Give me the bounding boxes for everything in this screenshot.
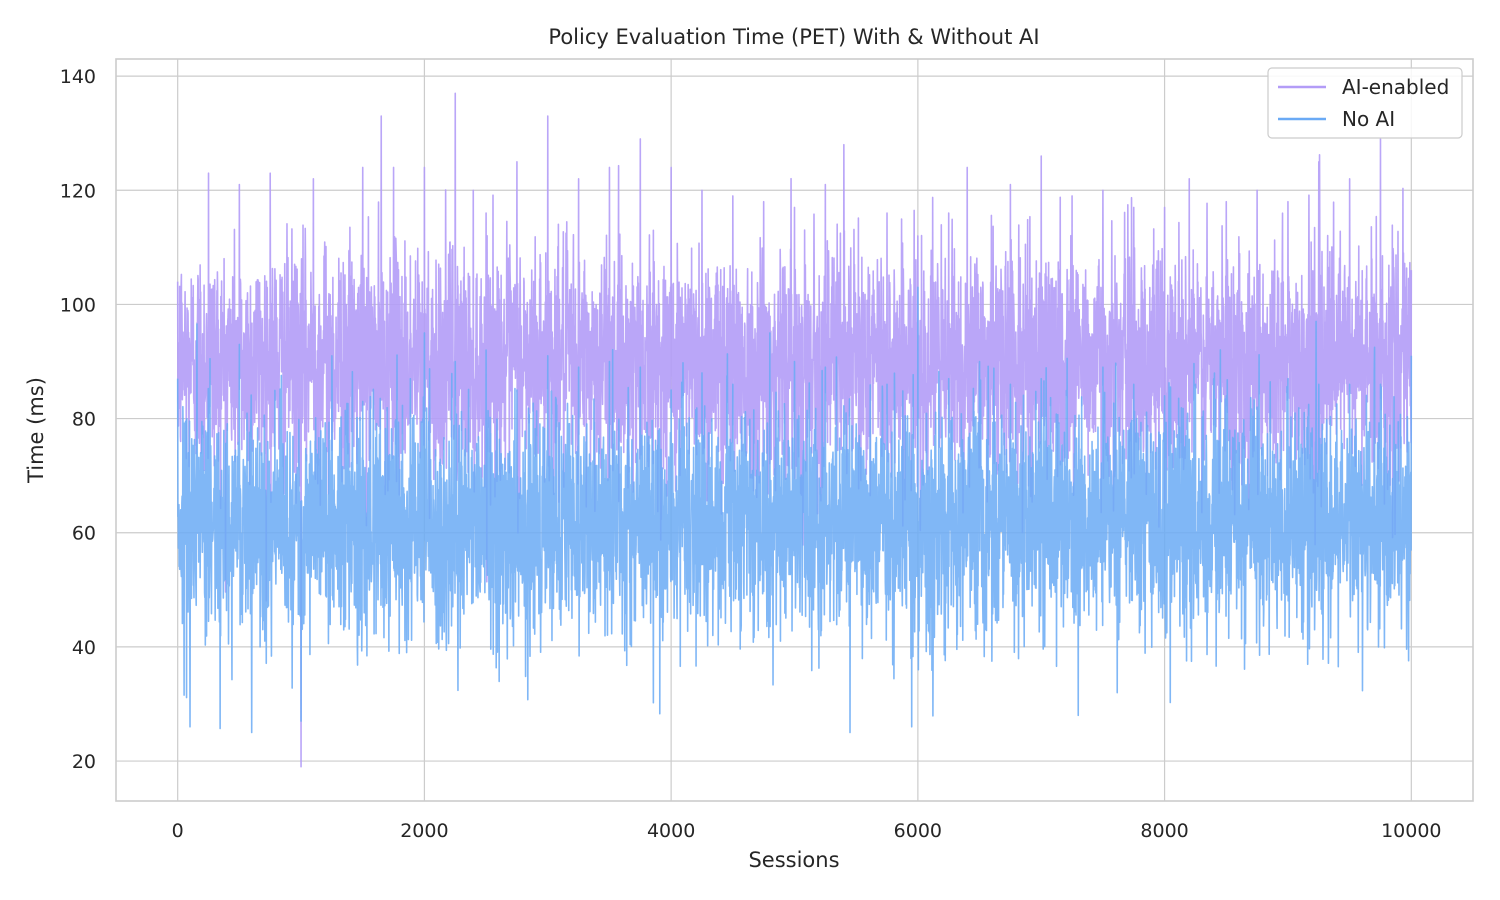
y-tick-labels: 20 40 60 80 100 120 140 xyxy=(60,66,96,773)
y-tick-label: 80 xyxy=(72,409,96,431)
y-tick-label: 140 xyxy=(60,66,96,88)
x-tick-labels: 0 2000 4000 6000 8000 10000 xyxy=(172,820,1442,842)
y-tick-label: 40 xyxy=(72,637,96,659)
series-line-no-ai xyxy=(176,286,1413,734)
y-tick-label: 20 xyxy=(72,751,96,773)
legend-label-no-ai: No AI xyxy=(1342,107,1395,131)
legend: AI-enabled No AI xyxy=(1267,67,1463,139)
x-tick-label: 2000 xyxy=(400,820,448,842)
series-layer xyxy=(176,92,1413,768)
x-tick-label: 0 xyxy=(172,820,184,842)
legend-label-ai-enabled: AI-enabled xyxy=(1342,75,1449,99)
x-tick-label: 6000 xyxy=(894,820,942,842)
y-tick-label: 120 xyxy=(60,180,96,202)
series-line-ai-enabled xyxy=(176,92,1413,768)
x-axis-label: Sessions xyxy=(748,848,839,872)
legend-box xyxy=(1267,67,1463,139)
x-tick-label: 8000 xyxy=(1140,820,1188,842)
chart-title: Policy Evaluation Time (PET) With & With… xyxy=(548,25,1039,49)
y-tick-label: 60 xyxy=(72,523,96,545)
x-tick-label: 4000 xyxy=(647,820,695,842)
y-tick-label: 100 xyxy=(60,294,96,316)
y-axis-label: Time (ms) xyxy=(24,377,48,484)
plot-frame xyxy=(115,58,1474,802)
x-tick-label: 10000 xyxy=(1381,820,1441,842)
